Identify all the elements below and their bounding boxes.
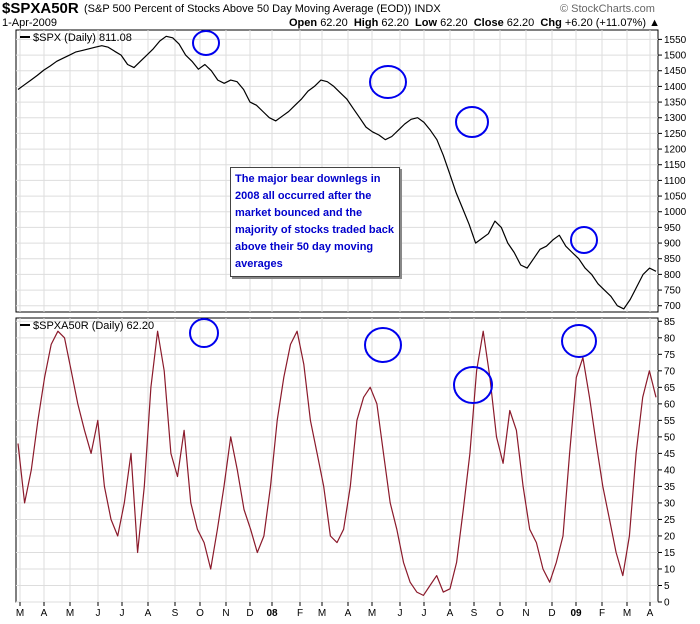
y-tick-label: 1250 (664, 129, 687, 140)
y-tick-label: 1500 (664, 51, 687, 62)
x-tick-label: S (172, 608, 179, 619)
x-tick-label: A (345, 608, 352, 619)
panel-label: $SPXA50R (Daily) 62.20 (33, 320, 154, 332)
low-value: 62.20 (440, 17, 468, 29)
y-tick-label: 75 (664, 350, 676, 361)
panel-frame (15, 317, 659, 603)
x-tick-label: A (145, 608, 152, 619)
x-tick-label: M (318, 608, 326, 619)
y-tick-label: 1450 (664, 66, 687, 77)
x-tick-label: M (66, 608, 74, 619)
x-tick-label: O (196, 608, 204, 619)
x-tick-label: J (398, 608, 403, 619)
y-tick-label: 40 (664, 465, 676, 476)
highlight-circle (364, 327, 402, 363)
x-tick-label: A (647, 608, 654, 619)
highlight-circle (369, 65, 407, 99)
panel-label: $SPX (Daily) 811.08 (33, 32, 132, 44)
x-tick-label: F (297, 608, 303, 619)
annotation-box: The major bear downlegs in 2008 all occu… (230, 167, 400, 277)
y-tick-label: 1550 (664, 35, 687, 46)
change-value: +6.20 (+11.07%) (564, 17, 647, 29)
y-tick-label: 1300 (664, 113, 687, 124)
y-tick-label: 50 (664, 432, 676, 443)
y-tick-label: 850 (664, 254, 681, 265)
y-tick-label: 20 (664, 531, 676, 542)
highlight-circle (189, 318, 219, 348)
x-tick-label: 09 (570, 608, 582, 619)
y-tick-label: 80 (664, 333, 676, 344)
y-tick-label: 750 (664, 286, 681, 297)
y-tick-label: 10 (664, 564, 676, 575)
y-tick-label: 700 (664, 301, 681, 312)
y-tick-label: 0 (664, 598, 670, 609)
x-tick-label: M (368, 608, 376, 619)
low-label: Low (415, 17, 438, 29)
x-tick-label: D (246, 608, 253, 619)
highlight-circle (455, 106, 489, 138)
y-tick-label: 5 (664, 581, 670, 592)
change-label: Chg (540, 17, 562, 29)
y-tick-label: 1000 (664, 207, 687, 218)
close-label: Close (473, 17, 504, 29)
x-tick-label: N (522, 608, 529, 619)
y-tick-label: 800 (664, 270, 681, 281)
y-tick-label: 55 (664, 416, 676, 427)
y-tick-label: 1050 (664, 192, 687, 203)
x-tick-label: F (599, 608, 605, 619)
y-tick-label: 60 (664, 399, 676, 410)
highlight-circle (453, 366, 493, 404)
y-tick-label: 35 (664, 482, 676, 493)
y-tick-label: 900 (664, 239, 681, 250)
ohlc-readout: Open 62.20 High 62.20 Low 62.20 Close 62… (289, 17, 660, 29)
x-tick-label: S (471, 608, 478, 619)
x-tick-label: O (496, 608, 504, 619)
x-tick-label: J (422, 608, 427, 619)
y-tick-label: 45 (664, 449, 676, 460)
chart-description: (S&P 500 Percent of Stocks Above 50 Day … (84, 3, 441, 15)
y-tick-label: 85 (664, 317, 676, 328)
high-value: 62.20 (381, 17, 409, 29)
scroll-up-icon[interactable]: ▲ (649, 17, 660, 29)
highlight-circle (570, 226, 598, 254)
highlight-circle (192, 30, 220, 56)
y-tick-label: 65 (664, 383, 676, 394)
y-tick-label: 25 (664, 515, 676, 526)
x-tick-label: D (548, 608, 555, 619)
x-tick-label: N (222, 608, 229, 619)
open-label: Open (289, 17, 318, 29)
y-tick-label: 950 (664, 223, 681, 234)
x-tick-label: A (447, 608, 454, 619)
y-tick-label: 1200 (664, 145, 687, 156)
y-tick-label: 1350 (664, 98, 687, 109)
highlight-circle (561, 324, 597, 358)
x-tick-label: J (120, 608, 125, 619)
high-label: High (353, 17, 379, 29)
breadth-series-line (17, 330, 657, 597)
close-value: 62.20 (506, 17, 535, 29)
y-tick-label: 30 (664, 498, 676, 509)
y-tick-label: 15 (664, 548, 676, 559)
credit-text: © StockCharts.com (560, 3, 655, 15)
y-tick-label: 70 (664, 366, 676, 377)
x-tick-label: M (16, 608, 24, 619)
open-value: 62.20 (320, 17, 348, 29)
chart-date: 1-Apr-2009 (2, 17, 58, 29)
x-tick-label: 08 (266, 608, 278, 619)
x-tick-label: J (96, 608, 101, 619)
spx-series-line (17, 35, 657, 310)
x-tick-label: M (623, 608, 631, 619)
y-tick-label: 1400 (664, 82, 687, 93)
y-tick-label: 1150 (664, 160, 686, 171)
chart-symbol: $SPXA50R (2, 0, 79, 17)
x-tick-label: A (41, 608, 48, 619)
y-tick-label: 1100 (664, 176, 686, 187)
